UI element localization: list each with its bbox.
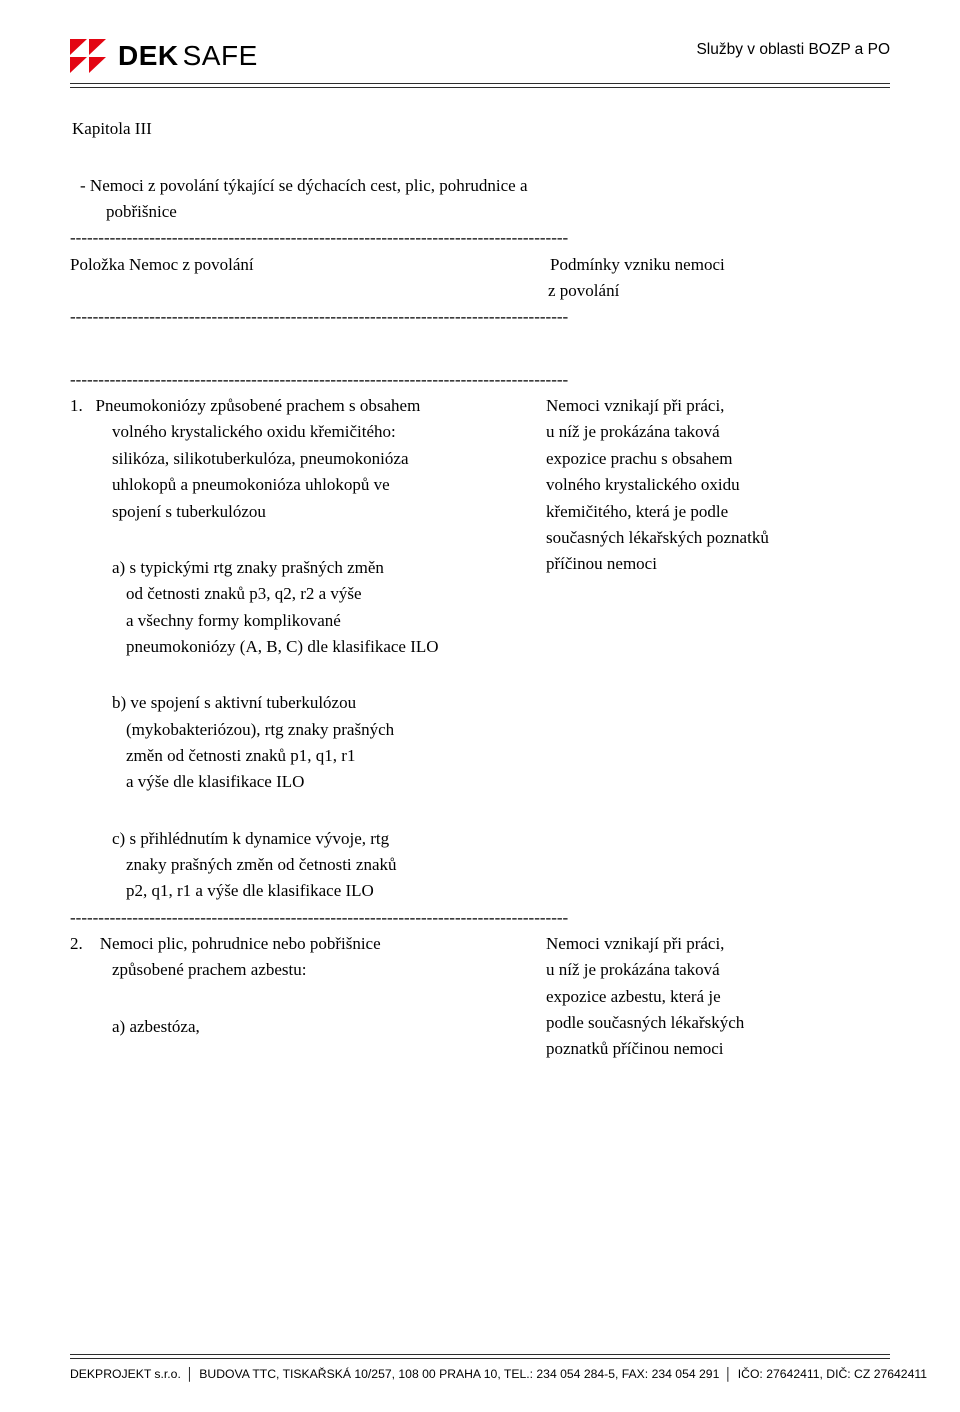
- item-2-r1: Nemoci vznikají při práci,: [546, 931, 890, 957]
- footer-company: DEKPROJEKT s.r.o.: [70, 1367, 181, 1381]
- item-1-num: 1.: [70, 396, 83, 415]
- item-1-r7: příčinou nemoci: [546, 551, 890, 577]
- logo-text-safe: SAFE: [183, 34, 258, 77]
- separator: ----------------------------------------…: [70, 367, 890, 393]
- item-2-r2: u níž je prokázána taková: [546, 957, 890, 983]
- header-tagline: Služby v oblasti BOZP a PO: [696, 34, 890, 62]
- item-1b-l4: a výše dle klasifikace ILO: [70, 769, 890, 795]
- section-heading-l1: - Nemoci z povolání týkající se dýchacíc…: [80, 173, 890, 199]
- item-1-l2: volného krystalického oxidu křemičitého:: [70, 419, 508, 445]
- separator: ----------------------------------------…: [70, 225, 890, 251]
- item-2-l2: způsobené prachem azbestu:: [70, 957, 508, 983]
- item-2-l1: Nemoci plic, pohrudnice nebo pobřišnice: [100, 934, 381, 953]
- logo-triangles-icon: [70, 39, 114, 73]
- item-2-num: 2.: [70, 934, 83, 953]
- separator: ----------------------------------------…: [70, 905, 890, 931]
- item-1: 1. Pneumokoniózy způsobené prachem s obs…: [70, 393, 890, 660]
- item-1a-l4: pneumokoniózy (A, B, C) dle klasifikace …: [70, 634, 508, 660]
- footer-text: DEKPROJEKT s.r.o. │ BUDOVA TTC, TISKAŘSK…: [70, 1359, 890, 1384]
- pipe-icon: │: [723, 1367, 735, 1381]
- item-1-r2: u níž je prokázána taková: [546, 419, 890, 445]
- item-1a-l2: od četnosti znaků p3, q2, r2 a výše: [70, 581, 508, 607]
- item-1c-l3: p2, q1, r1 a výše dle klasifikace ILO: [70, 878, 890, 904]
- logo-text-dek: DEK: [118, 34, 179, 77]
- item-1c: c) s přihlédnutím k dynamice vývoje, rtg…: [70, 826, 890, 905]
- table-header-right-2: z povolání: [70, 278, 890, 304]
- item-1a-l1: a) s typickými rtg znaky prašných změn: [70, 555, 508, 581]
- item-1b-l1: b) ve spojení s aktivní tuberkulózou: [70, 690, 890, 716]
- footer-ico: IČO: 27642411, DIČ: CZ 27642411: [738, 1367, 927, 1381]
- item-1-r1: Nemoci vznikají při práci,: [546, 393, 890, 419]
- item-1-r3: expozice prachu s obsahem: [546, 446, 890, 472]
- chapter-title: Kapitola III: [70, 116, 890, 142]
- item-1-l5: spojení s tuberkulózou: [70, 499, 508, 525]
- item-1-l4: uhlokopů a pneumokonióza uhlokopů ve: [70, 472, 508, 498]
- item-1-r4: volného krystalického oxidu: [546, 472, 890, 498]
- item-1b: b) ve spojení s aktivní tuberkulózou (my…: [70, 690, 890, 795]
- item-2-r3: expozice azbestu, která je: [546, 984, 890, 1010]
- pipe-icon: │: [184, 1367, 196, 1381]
- logo: DEKSAFE: [70, 34, 258, 77]
- page-footer: DEKPROJEKT s.r.o. │ BUDOVA TTC, TISKAŘSK…: [70, 1354, 890, 1384]
- item-1-r5: křemičitého, která je podle: [546, 499, 890, 525]
- item-1b-l2: (mykobakteriózou), rtg znaky prašných: [70, 717, 890, 743]
- item-1c-l1: c) s přihlédnutím k dynamice vývoje, rtg: [70, 826, 890, 852]
- separator: ----------------------------------------…: [70, 304, 890, 330]
- item-1b-l3: změn od četnosti znaků p1, q1, r1: [70, 743, 890, 769]
- item-2-l3: a) azbestóza,: [70, 1014, 508, 1040]
- item-2-r5: poznatků příčinou nemoci: [546, 1036, 890, 1062]
- item-1-l1: Pneumokoniózy způsobené prachem s obsahe…: [96, 396, 421, 415]
- table-header-left: Položka Nemoc z povolání: [70, 252, 550, 278]
- item-1c-l2: znaky prašných změn od četnosti znaků: [70, 852, 890, 878]
- item-2-r4: podle současných lékařských: [546, 1010, 890, 1036]
- footer-addr: BUDOVA TTC, TISKAŘSKÁ 10/257, 108 00 PRA…: [199, 1367, 719, 1381]
- item-1a-l3: a všechny formy komplikované: [70, 608, 508, 634]
- section-heading: - Nemoci z povolání týkající se dýchacíc…: [70, 173, 890, 226]
- item-1-r6: současných lékařských poznatků: [546, 525, 890, 551]
- section-heading-l2: pobřišnice: [80, 199, 890, 225]
- page-header: DEKSAFE Služby v oblasti BOZP a PO: [70, 34, 890, 77]
- item-2: 2. Nemoci plic, pohrudnice nebo pobřišni…: [70, 931, 890, 1063]
- table-header-row: Položka Nemoc z povolání Podmínky vzniku…: [70, 252, 890, 278]
- item-1-l3: silikóza, silikotuberkulóza, pneumokonió…: [70, 446, 508, 472]
- content: Kapitola III - Nemoci z povolání týkajíc…: [70, 88, 890, 1062]
- table-header-right-1: Podmínky vzniku nemoci: [550, 252, 890, 278]
